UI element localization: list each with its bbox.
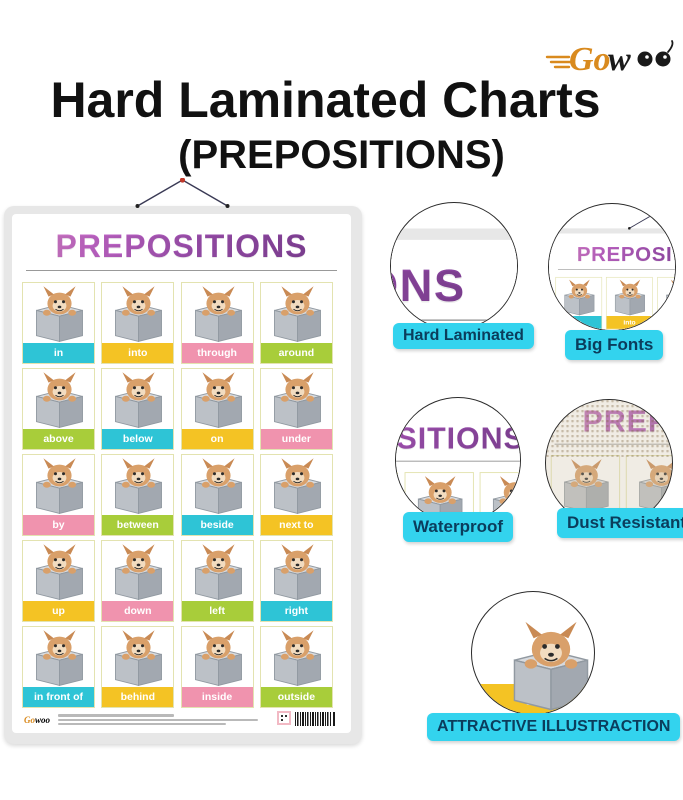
- svg-text:w: w: [608, 41, 631, 78]
- svg-text:Go: Go: [569, 41, 611, 78]
